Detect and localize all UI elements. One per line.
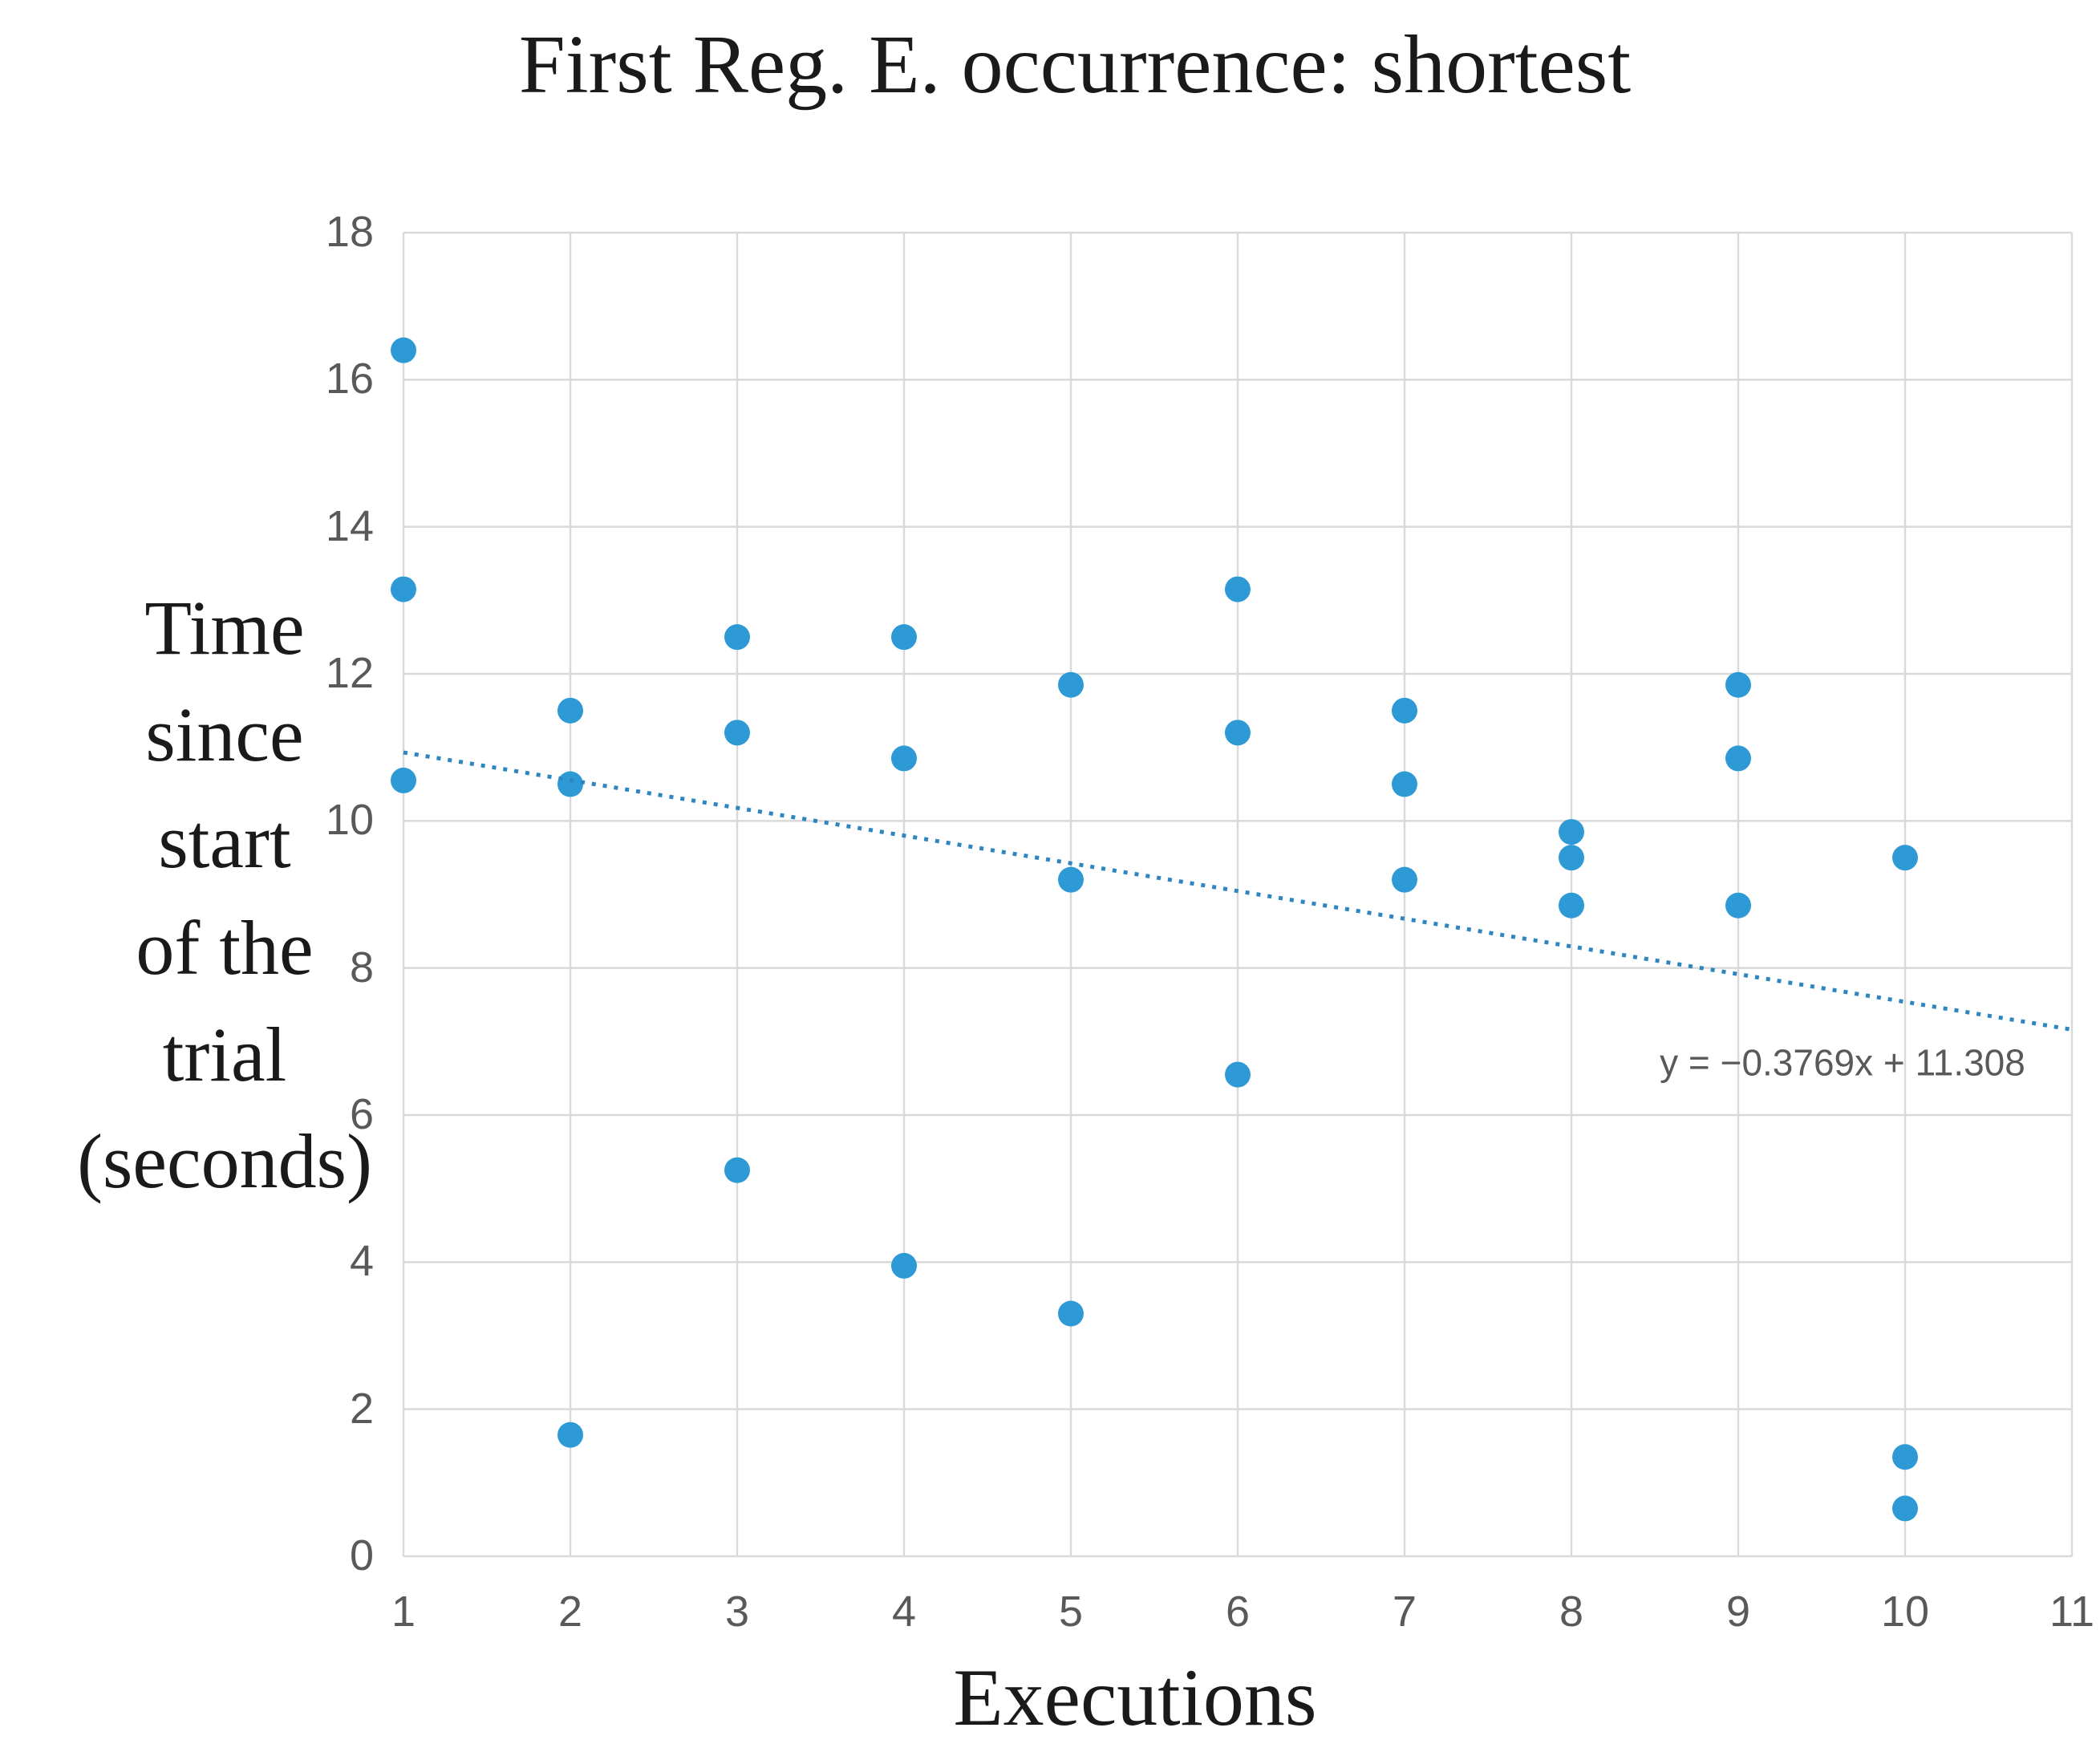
x-tick-label: 8: [1559, 1588, 1584, 1636]
trendline-equation-label: y = −0.3769x + 11.308: [1660, 1041, 2025, 1084]
y-tick-label: 14: [325, 501, 374, 550]
data-point: [391, 337, 416, 363]
data-point: [1559, 819, 1584, 846]
y-tick-label: 0: [349, 1531, 374, 1580]
data-point: [1892, 1444, 1918, 1470]
data-point: [1392, 771, 1417, 797]
y-axis-title-line: start: [158, 798, 291, 884]
y-tick-label: 2: [349, 1384, 374, 1433]
data-point: [1225, 576, 1251, 602]
x-tick-label: 11: [2049, 1588, 2095, 1636]
plot-area: [391, 231, 2074, 1558]
data-point: [1058, 866, 1084, 893]
y-axis-title-line: trial: [162, 1012, 287, 1097]
x-tick-label: 9: [1725, 1588, 1751, 1636]
data-point: [1725, 671, 1751, 698]
y-tick-label: 12: [325, 648, 374, 697]
data-point: [1559, 892, 1584, 919]
data-point: [1392, 866, 1417, 893]
x-tick-label: 10: [1880, 1588, 1930, 1636]
x-tick-label: 6: [1225, 1588, 1251, 1636]
x-axis-title: Executions: [953, 1653, 1317, 1743]
data-point: [891, 1252, 917, 1279]
y-axis-title-line: of the: [136, 905, 314, 991]
data-point: [557, 1421, 583, 1448]
data-point: [1725, 745, 1751, 772]
data-point: [1725, 892, 1751, 919]
y-axis-title-line: since: [145, 691, 304, 777]
data-point: [391, 576, 416, 602]
data-point: [557, 771, 583, 797]
data-point: [1892, 1495, 1918, 1522]
data-point: [891, 624, 917, 651]
data-point: [557, 697, 583, 724]
y-axis-title: Time since start of the trial (seconds): [52, 574, 397, 1215]
data-point: [724, 1157, 750, 1183]
x-tick-label: 1: [391, 1588, 416, 1636]
data-point: [1892, 845, 1918, 871]
x-tick-label: 7: [1392, 1588, 1417, 1636]
y-tick-label: 4: [349, 1237, 374, 1286]
y-axis-title-line: (seconds): [77, 1118, 372, 1204]
data-point: [724, 720, 750, 746]
y-tick-label: 6: [349, 1089, 374, 1138]
data-point: [1559, 845, 1584, 871]
data-point: [391, 767, 416, 793]
x-tick-label: 5: [1058, 1588, 1084, 1636]
trendline: [403, 750, 2073, 1032]
y-tick-label: 10: [325, 796, 374, 845]
y-axis-title-line: Time: [144, 585, 305, 671]
x-tick-label: 4: [891, 1588, 917, 1636]
x-tick-label: 3: [724, 1588, 750, 1636]
data-point: [891, 745, 917, 772]
y-tick-label: 8: [349, 943, 374, 992]
data-point: [1225, 1061, 1251, 1088]
data-point: [724, 624, 750, 651]
chart-title: First Reg. E. occurrence: shortest: [518, 18, 1632, 111]
data-point: [1058, 1300, 1084, 1327]
data-point: [1225, 720, 1251, 746]
data-point: [1392, 697, 1417, 724]
data-point: [1058, 671, 1084, 698]
y-tick-label: 16: [325, 355, 374, 404]
y-tick-label: 18: [325, 207, 374, 256]
x-tick-label: 2: [557, 1588, 583, 1636]
